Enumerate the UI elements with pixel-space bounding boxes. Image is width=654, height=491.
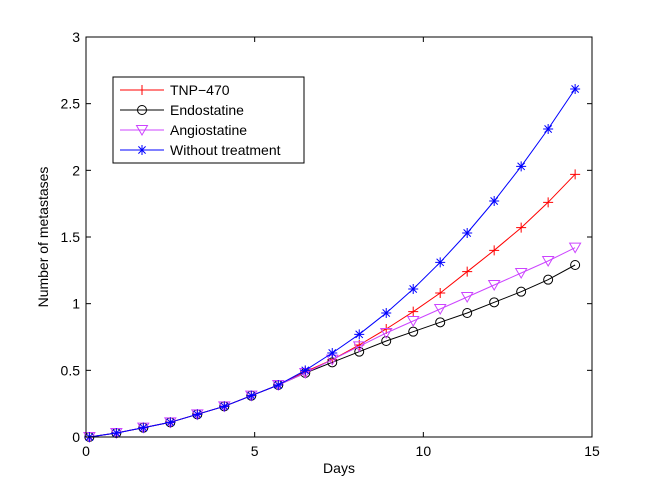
x-tick-label: 15 bbox=[584, 443, 600, 459]
data-point bbox=[570, 260, 581, 270]
legend-marker bbox=[137, 85, 147, 95]
data-point bbox=[435, 317, 446, 328]
legend-label: TNP−470 bbox=[170, 82, 230, 98]
data-point bbox=[219, 401, 230, 412]
legend-marker bbox=[137, 105, 147, 115]
data-point bbox=[543, 274, 554, 285]
data-point bbox=[327, 348, 338, 358]
data-point bbox=[433, 304, 447, 315]
x-tick-label: 10 bbox=[416, 443, 432, 459]
data-point bbox=[462, 266, 473, 277]
y-tick-label: 0.5 bbox=[61, 362, 81, 378]
series-3 bbox=[84, 84, 581, 442]
legend-entry: TNP−470 bbox=[120, 82, 230, 98]
legend-entry: Endostatine bbox=[120, 102, 244, 118]
legend-marker bbox=[137, 145, 147, 155]
data-point bbox=[460, 292, 474, 303]
x-axis-label: Days bbox=[323, 460, 355, 476]
data-point bbox=[408, 284, 419, 294]
data-point bbox=[516, 161, 527, 172]
data-point bbox=[435, 288, 446, 298]
data-point bbox=[570, 84, 581, 94]
data-point bbox=[570, 169, 581, 180]
x-tick-label: 0 bbox=[82, 443, 90, 459]
data-point bbox=[568, 242, 582, 254]
data-point bbox=[435, 257, 446, 268]
data-point bbox=[354, 329, 365, 340]
axes-layer: 0 5 10 15 0 0.5 1 1.5 2 2.5 3 bbox=[61, 29, 600, 459]
y-tick-label: 1.5 bbox=[61, 229, 81, 245]
legend-box bbox=[112, 76, 305, 164]
data-point bbox=[487, 280, 501, 291]
legend: TNP−470 Endostatine Angiostatine Without tr… bbox=[112, 76, 305, 164]
data-point bbox=[462, 228, 473, 238]
y-axis-label: Number of metastases bbox=[35, 167, 51, 308]
data-point bbox=[543, 124, 554, 134]
y-tick-label: 2.5 bbox=[61, 96, 81, 112]
data-point bbox=[192, 409, 203, 420]
y-tick-label: 3 bbox=[72, 29, 80, 45]
x-tick-label: 5 bbox=[251, 443, 259, 459]
data-point bbox=[489, 245, 500, 256]
data-point bbox=[246, 390, 257, 401]
legend-entry: Without treatment bbox=[120, 142, 281, 158]
series-layer bbox=[83, 84, 582, 443]
data-point bbox=[300, 365, 311, 376]
y-tick-label: 1 bbox=[72, 296, 80, 312]
data-point bbox=[489, 297, 500, 308]
legend-label: Endostatine bbox=[170, 102, 244, 118]
y-tick-label: 2 bbox=[72, 162, 80, 178]
data-point bbox=[516, 286, 527, 297]
data-point bbox=[516, 222, 527, 233]
data-point bbox=[541, 256, 555, 267]
data-point bbox=[406, 316, 420, 327]
data-point bbox=[111, 428, 122, 438]
data-point bbox=[165, 417, 176, 428]
legend-entry: Angiostatine bbox=[120, 122, 247, 138]
y-tick-label: 0 bbox=[72, 429, 80, 445]
data-point bbox=[381, 308, 392, 318]
legend-label: Angiostatine bbox=[170, 122, 247, 138]
data-point bbox=[408, 326, 419, 337]
legend-label: Without treatment bbox=[170, 142, 281, 158]
legend-marker bbox=[135, 125, 149, 136]
data-point bbox=[489, 196, 500, 206]
data-point bbox=[543, 197, 554, 208]
data-point bbox=[514, 268, 528, 279]
data-point bbox=[138, 422, 149, 433]
data-point bbox=[408, 306, 419, 317]
data-point bbox=[462, 308, 473, 318]
data-point bbox=[352, 341, 366, 353]
data-point bbox=[354, 346, 365, 357]
data-point bbox=[273, 380, 284, 390]
data-point bbox=[381, 336, 392, 346]
data-point bbox=[379, 328, 393, 339]
